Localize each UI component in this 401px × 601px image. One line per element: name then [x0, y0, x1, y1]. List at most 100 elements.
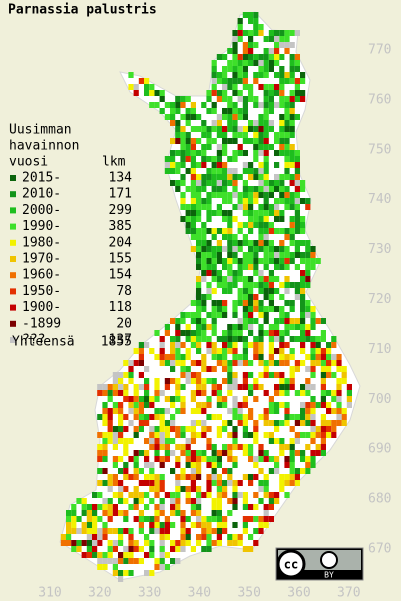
observation-square [248, 240, 254, 246]
observation-square [242, 198, 248, 204]
observation-square [253, 378, 259, 384]
observation-square [196, 234, 202, 240]
observation-square [175, 498, 181, 504]
observation-square [170, 150, 176, 156]
observation-square [336, 408, 342, 414]
observation-square [164, 102, 170, 108]
observation-square [232, 312, 238, 318]
observation-square [180, 126, 186, 132]
observation-square [196, 318, 202, 324]
observation-square [279, 102, 285, 108]
observation-square [289, 438, 295, 444]
observation-square [263, 210, 269, 216]
observation-square [211, 210, 217, 216]
observation-square [102, 444, 108, 450]
observation-square [175, 378, 181, 384]
observation-square [216, 132, 222, 138]
observation-square [305, 282, 311, 288]
observation-square [258, 324, 264, 330]
observation-square [268, 228, 274, 234]
observation-square [284, 342, 290, 348]
observation-square [274, 456, 280, 462]
observation-square [123, 444, 129, 450]
observation-square [206, 492, 212, 498]
observation-square [242, 360, 248, 366]
observation-square [222, 162, 228, 168]
observation-square [216, 252, 222, 258]
observation-square [222, 174, 228, 180]
observation-square [310, 408, 316, 414]
observation-square [159, 360, 165, 366]
observation-square [289, 216, 295, 222]
observation-square [326, 432, 332, 438]
observation-square [102, 528, 108, 534]
observation-square [279, 114, 285, 120]
observation-square [294, 432, 300, 438]
observation-square [320, 390, 326, 396]
observation-square [170, 342, 176, 348]
observation-square [196, 384, 202, 390]
observation-square [201, 300, 207, 306]
observation-square [180, 342, 186, 348]
observation-square [268, 402, 274, 408]
observation-square [216, 282, 222, 288]
observation-square [237, 132, 243, 138]
legend-label: 2000- [22, 203, 61, 218]
observation-square [320, 396, 326, 402]
observation-square [310, 306, 316, 312]
observation-square [180, 468, 186, 474]
observation-square [279, 30, 285, 36]
observation-square [180, 318, 186, 324]
observation-square [222, 468, 228, 474]
observation-square [222, 246, 228, 252]
observation-square [263, 36, 269, 42]
observation-square [248, 192, 254, 198]
observation-square [279, 246, 285, 252]
observation-square [206, 252, 212, 258]
observation-square [144, 552, 150, 558]
observation-square [216, 534, 222, 540]
observation-square [237, 198, 243, 204]
observation-square [253, 174, 259, 180]
observation-square [289, 132, 295, 138]
observation-square [315, 402, 321, 408]
observation-square [336, 378, 342, 384]
observation-square [196, 462, 202, 468]
observation-square [190, 378, 196, 384]
observation-square [133, 486, 139, 492]
observation-square [284, 156, 290, 162]
observation-square [118, 528, 124, 534]
observation-square [263, 180, 269, 186]
observation-square [263, 492, 269, 498]
observation-square [102, 522, 108, 528]
observation-square [211, 504, 217, 510]
observation-square [294, 60, 300, 66]
observation-square [242, 348, 248, 354]
observation-square [331, 372, 337, 378]
observation-square [144, 378, 150, 384]
observation-square [336, 390, 342, 396]
observation-square [196, 336, 202, 342]
legend-swatch [10, 288, 16, 295]
observation-square [227, 450, 233, 456]
observation-square [279, 42, 285, 48]
observation-square [268, 126, 274, 132]
observation-square [138, 558, 144, 564]
observation-square [112, 504, 118, 510]
observation-square [201, 492, 207, 498]
observation-square [216, 486, 222, 492]
observation-square [190, 300, 196, 306]
observation-square [237, 324, 243, 330]
observation-square [320, 348, 326, 354]
observation-square [242, 396, 248, 402]
observation-square [232, 66, 238, 72]
observation-square [227, 84, 233, 90]
observation-square [144, 78, 150, 84]
observation-square [305, 444, 311, 450]
observation-square [263, 198, 269, 204]
observation-square [159, 96, 165, 102]
observation-square [253, 132, 259, 138]
observation-square [232, 54, 238, 60]
observation-square [118, 468, 124, 474]
observation-square [216, 348, 222, 354]
